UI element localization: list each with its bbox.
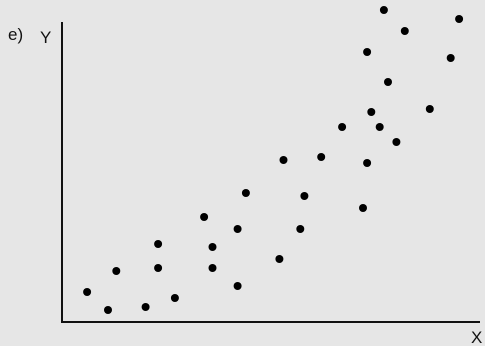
data-point (241, 189, 250, 197)
data-point (208, 264, 217, 272)
data-point (104, 306, 112, 314)
data-point (359, 204, 367, 212)
y-axis-label: Y (40, 28, 51, 47)
data-point (375, 123, 384, 131)
data-point (200, 213, 209, 221)
data-point (208, 243, 217, 251)
data-point (296, 225, 305, 233)
data-point (233, 225, 242, 233)
data-point (154, 240, 163, 248)
data-point (317, 153, 326, 161)
data-point (83, 288, 92, 296)
panel-label: e) (8, 25, 23, 44)
data-point (363, 48, 372, 56)
data-point (141, 303, 150, 311)
data-point (379, 6, 388, 14)
x-axis-label: X (471, 328, 482, 346)
data-points (83, 6, 464, 314)
data-point (425, 105, 434, 113)
data-point (446, 54, 455, 62)
data-point (279, 156, 288, 164)
data-point (363, 159, 372, 167)
data-point (154, 264, 163, 272)
data-point (233, 282, 242, 290)
data-point (392, 138, 401, 146)
data-point (338, 123, 347, 131)
data-point (300, 192, 309, 200)
data-point (112, 267, 121, 275)
data-point (275, 255, 284, 263)
data-point (384, 78, 392, 86)
data-point (400, 27, 409, 35)
data-point (367, 108, 376, 116)
data-point (170, 294, 179, 302)
data-point (455, 15, 464, 23)
